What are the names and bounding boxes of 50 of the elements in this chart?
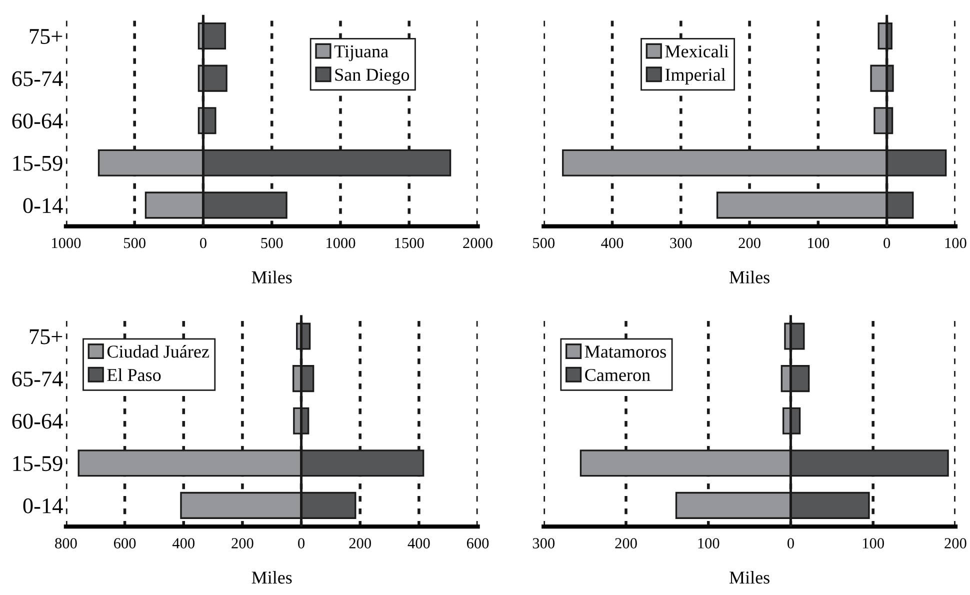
x-tick-label: 600: [466, 538, 489, 548]
x-tick-label: 200: [232, 538, 254, 548]
legend-label: Cameron: [585, 368, 650, 382]
legend-label: San Diego: [335, 68, 410, 85]
x-tick-label: 0: [884, 238, 890, 248]
y-tick-label: 0-14: [23, 198, 63, 214]
x-axis-title: Miles: [730, 270, 770, 284]
y-tick-label: 15-59: [13, 456, 62, 472]
y-tick-label: 60-64: [12, 114, 63, 129]
y-tick-label: 60-64: [12, 414, 63, 429]
x-axis-title: Miles: [252, 570, 292, 584]
x-tick-label: 500: [124, 238, 146, 248]
x-tick-label: 100: [862, 538, 884, 548]
x-tick-label: 1500: [395, 238, 424, 248]
x-axis-title: Miles: [730, 570, 770, 584]
x-tick-label: 400: [408, 538, 430, 548]
y-tick-label: 65-74: [12, 71, 63, 86]
x-tick-label: 200: [615, 538, 637, 548]
x-tick-label: 100: [698, 538, 720, 548]
legend-label: Ciudad Juárez: [107, 345, 209, 358]
x-tick-label: 1000: [326, 238, 356, 248]
x-tick-label: 800: [55, 538, 77, 548]
x-tick-label: 500: [261, 238, 283, 248]
x-tick-label: 200: [349, 538, 371, 548]
legend-label: Tijuana: [334, 45, 388, 62]
legend-label: Matamoros: [584, 346, 666, 358]
x-tick-label: 0: [298, 538, 305, 548]
y-tick-label: 65-74: [12, 372, 63, 386]
x-tick-label: 2000: [463, 238, 492, 248]
x-tick-label: 100: [945, 238, 966, 248]
x-tick-label: 300: [532, 538, 555, 548]
x-tick-label: 200: [738, 238, 760, 248]
x-tick-label: 200: [944, 538, 966, 548]
x-tick-label: 100: [808, 238, 830, 248]
x-tick-label: 0: [787, 538, 794, 548]
x-axis-title: Miles: [252, 270, 292, 284]
legend-label: Mexicali: [665, 44, 729, 58]
y-tick-label: 15-59: [13, 156, 62, 171]
x-tick-label: 0: [200, 238, 206, 248]
x-tick-label: 300: [670, 238, 692, 248]
y-tick-label: 0-14: [23, 498, 63, 514]
x-tick-label: 1000: [52, 238, 81, 248]
y-tick-label: 75+: [30, 329, 62, 344]
x-tick-label: 400: [601, 238, 624, 248]
legend-label: Imperial: [665, 68, 726, 84]
y-tick-label: 75+: [30, 29, 62, 44]
x-tick-label: 600: [114, 538, 136, 548]
x-tick-label: 400: [172, 538, 194, 548]
x-tick-label: 500: [533, 238, 555, 248]
legend-label: El Paso: [107, 368, 161, 382]
